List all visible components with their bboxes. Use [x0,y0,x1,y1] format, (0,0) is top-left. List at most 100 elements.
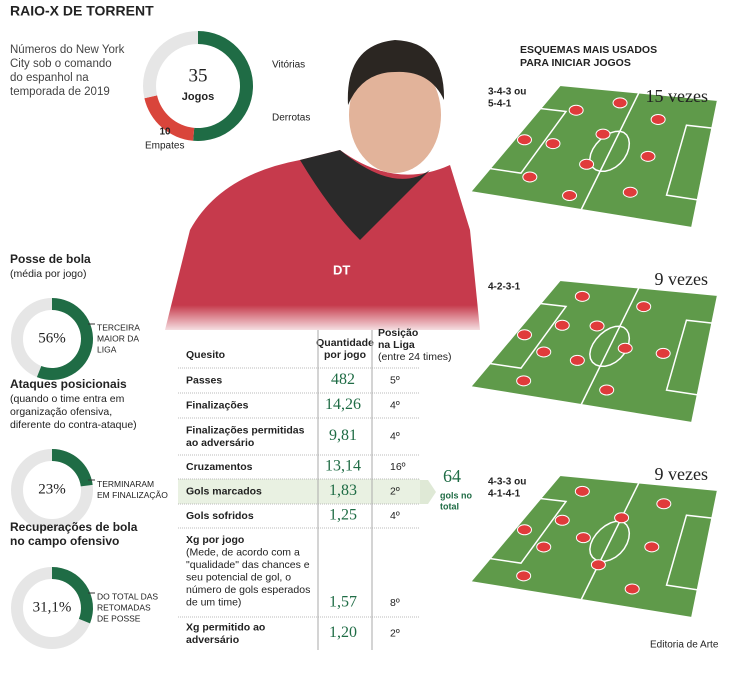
segment-label: Vitórias [272,60,305,71]
donut-segment [144,95,195,141]
player-dot [612,97,628,109]
player-dot [656,498,672,510]
section-subtitle: diferente do contra-ataque) [10,419,137,431]
row-label: número de gols esperados [186,584,310,596]
formation-label: 4-2-3-1 [488,282,521,293]
row-position: 5º [390,374,400,386]
th: Posição [378,327,418,339]
callout-value: 64 [443,466,461,486]
subtitle: do espanhol na [10,72,89,84]
row-position: 8º [390,597,400,609]
section-subtitle: organização ofensiva, [10,406,112,418]
player-dot [624,583,640,595]
row-position: 4º [390,430,400,442]
player-dot [562,190,578,202]
callout-arrow [420,480,436,504]
th: (entre 24 times) [378,351,452,363]
pitch-line [580,482,640,601]
row-label: "qualidade" das chances e [186,559,310,571]
segment-value: 10 [159,127,171,138]
player-dot [575,532,591,544]
donut-note: DO TOTAL DAS [97,591,158,601]
section-title: Recuperações de bola [10,520,138,534]
pitch [468,473,720,620]
row-label: de um time) [186,596,241,608]
player-dot [517,134,532,146]
player-dot [517,524,532,536]
player-dot [589,320,605,332]
segment-label: Empates [145,141,184,152]
row-value: 1,20 [329,624,357,641]
title: RAIO-X DE TORRENT [10,3,154,19]
pitch-line [580,287,640,406]
formation-label: 3-4-3 ou [488,87,526,98]
donut-segment [193,30,254,142]
player-dot [568,104,584,116]
formations-title: ESQUEMAS MAIS USADOS [520,44,657,56]
donut-note: TERMINARAM [97,479,154,489]
donut-note: RETOMADAS [97,602,151,612]
row-label: adversário [186,634,239,646]
th: na Liga [378,339,415,351]
row-label: Passes [186,374,222,386]
callout-text: total [440,501,459,511]
row-label: Cruzamentos [186,461,253,473]
formation-label: 5-4-1 [488,99,512,110]
callout-text: gols no [440,490,472,500]
pitch-line [489,497,568,564]
row-highlight [178,479,420,504]
player-dot [536,541,552,553]
row-position: 16º [390,461,406,473]
donut-note: TERCEIRA [97,322,140,332]
th: Quantidade [316,337,374,349]
subtitle: City sob o comando [10,58,112,70]
player-dot [655,347,671,359]
pitch-line [589,325,631,367]
donut-value: 56% [38,330,66,346]
footer: Editoria de Arte [650,640,719,651]
row-value: 1,25 [329,507,357,524]
row-position: 4º [390,399,400,411]
player-dot [522,171,538,183]
player-dot [536,346,552,358]
row-label: Xg permitido ao [186,621,265,633]
row-label: Gols sofridos [186,510,254,522]
section-subtitle: (média por jogo) [10,268,86,280]
pitch [468,278,720,425]
formation-count: 9 vezes [655,464,708,484]
row-value: 1,57 [329,594,357,611]
player-dot [590,559,606,571]
player-dot [617,342,633,354]
donut-segment [52,567,94,624]
player-dot [650,113,666,125]
row-value: 1,83 [329,482,357,499]
section-title: Posse de bola [10,252,91,266]
player-dot [554,319,570,331]
row-label: ao adversário [186,437,254,449]
row-position: 2º [390,627,400,639]
row-label: (Mede, de acordo com a [186,546,300,558]
donut-value: 31,1% [33,599,72,615]
th: por jogo [324,349,366,361]
row-position: 4º [390,510,400,522]
player-dot [554,514,570,526]
row-value: 13,14 [325,458,361,475]
donut-value: 23% [38,481,66,497]
row-value: 14,26 [325,396,361,413]
row-value: 482 [331,371,355,388]
section-subtitle: (quando o time entra em [10,393,125,405]
pitch-line [589,520,631,562]
donut-segment [52,449,93,487]
pitch-line [580,92,640,211]
row-label: Gols marcados [186,485,262,497]
formation-label: 4-3-3 ou [488,477,526,488]
player-dot [595,128,611,140]
player-dot [516,570,532,582]
row-label: Xg por jogo [186,534,244,546]
row-label: Finalizações permitidas [186,424,305,436]
pitch-line [489,107,568,174]
donut-segment [36,298,93,380]
row-label: Finalizações [186,399,249,411]
player-dot [545,138,561,150]
